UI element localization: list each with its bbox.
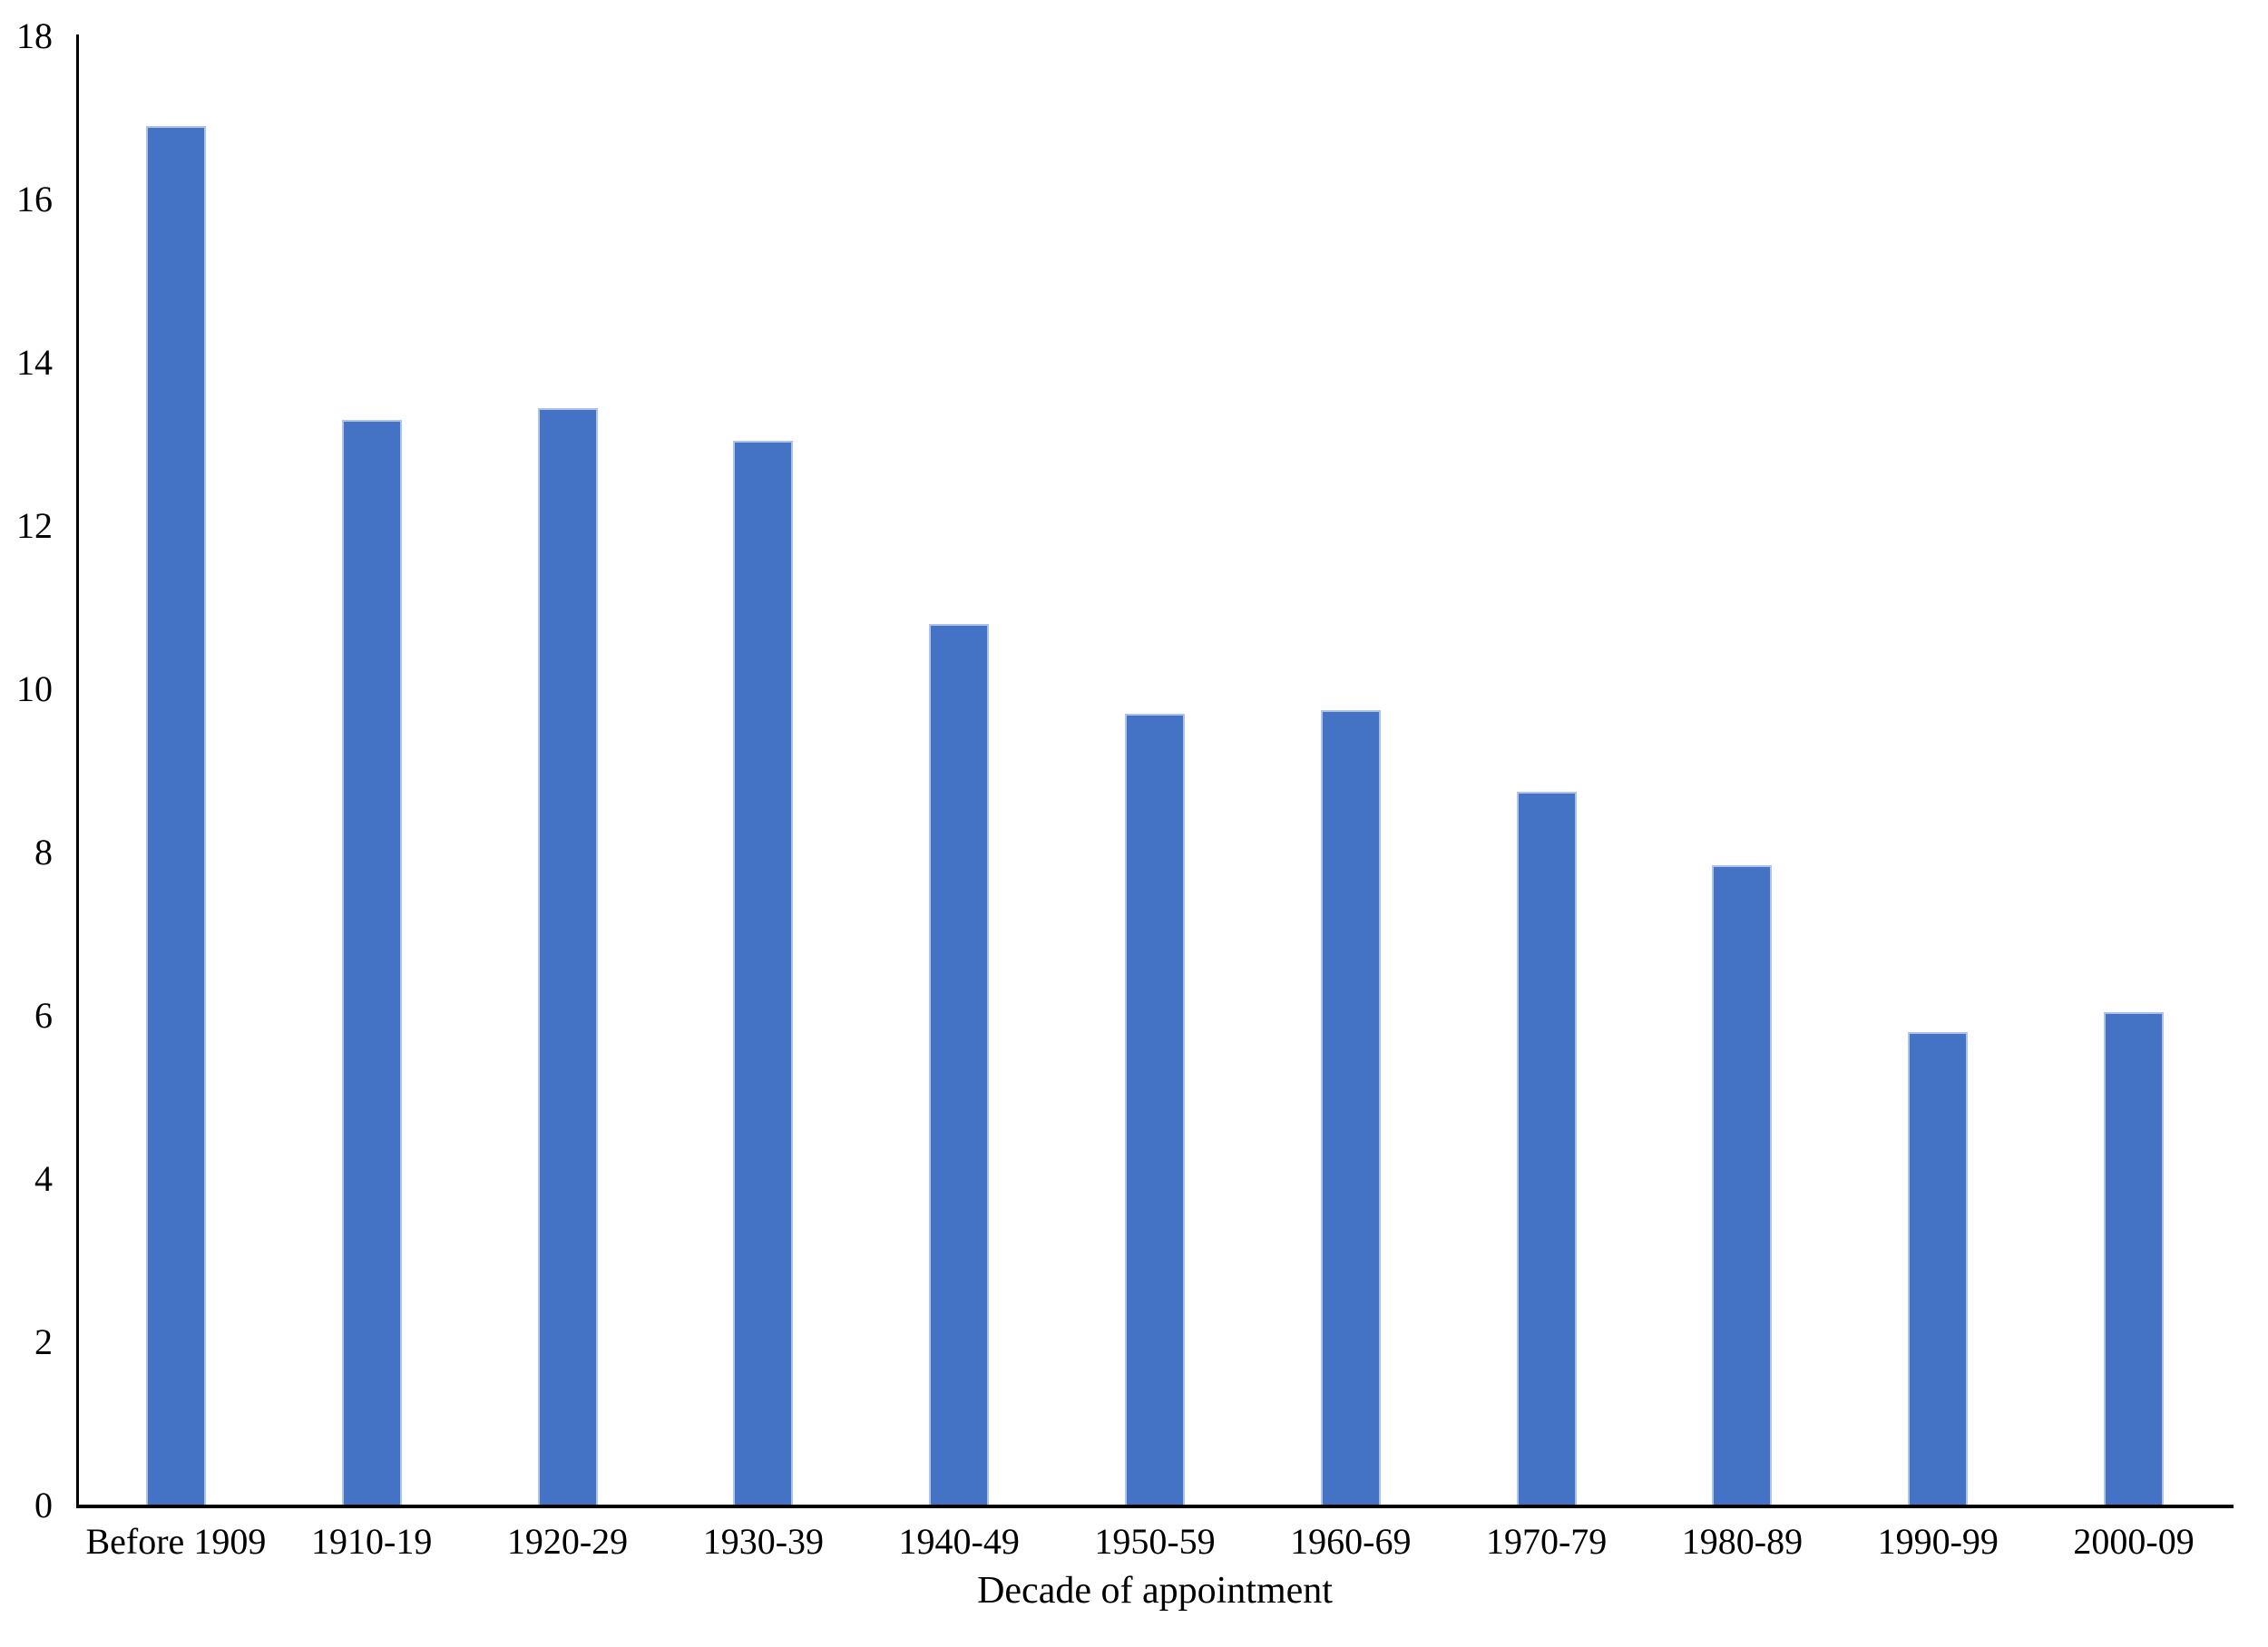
x-category-label-1990-99: 1990-99	[1877, 1521, 1999, 1562]
x-axis-line	[76, 1505, 2234, 1508]
bar-1950-59	[1125, 714, 1185, 1506]
y-tick-label-16: 16	[16, 179, 53, 219]
bar-1970-79	[1516, 791, 1577, 1506]
bar-1940-49	[929, 624, 990, 1506]
y-tick-label-2: 2	[34, 1321, 53, 1362]
y-tick-label-8: 8	[34, 832, 53, 872]
bar-before-1909	[145, 126, 206, 1506]
x-axis-title: Decade of appointment	[977, 1570, 1333, 1612]
bar-1960-69	[1320, 709, 1381, 1506]
x-category-label-before-1909: Before 1909	[85, 1521, 267, 1562]
x-category-label-1960-69: 1960-69	[1290, 1521, 1412, 1562]
bar-2000-09	[2104, 1011, 2165, 1506]
y-axis-line	[76, 34, 79, 1508]
y-tick-label-12: 12	[16, 505, 53, 546]
x-category-label-2000-09: 2000-09	[2073, 1521, 2195, 1562]
bar-1980-89	[1712, 864, 1773, 1506]
y-tick-label-6: 6	[34, 995, 53, 1036]
x-category-label-1950-59: 1950-59	[1094, 1521, 1216, 1562]
x-category-label-1930-39: 1930-39	[702, 1521, 825, 1562]
x-category-label-1940-49: 1940-49	[898, 1521, 1020, 1562]
x-category-label-1910-19: 1910-19	[311, 1521, 433, 1562]
y-tick-label-10: 10	[16, 668, 53, 709]
x-category-label-1920-29: 1920-29	[506, 1521, 629, 1562]
bar-1910-19	[341, 420, 402, 1506]
y-tick-label-0: 0	[34, 1485, 53, 1525]
y-tick-label-18: 18	[16, 15, 53, 56]
bar-1920-29	[537, 407, 598, 1506]
x-category-label-1970-79: 1970-79	[1485, 1521, 1608, 1562]
x-category-label-1980-89: 1980-89	[1681, 1521, 1804, 1562]
y-tick-label-4: 4	[34, 1158, 53, 1199]
y-tick-label-14: 14	[16, 342, 53, 383]
bar-1930-39	[733, 440, 794, 1506]
bar-1990-99	[1908, 1032, 1969, 1506]
